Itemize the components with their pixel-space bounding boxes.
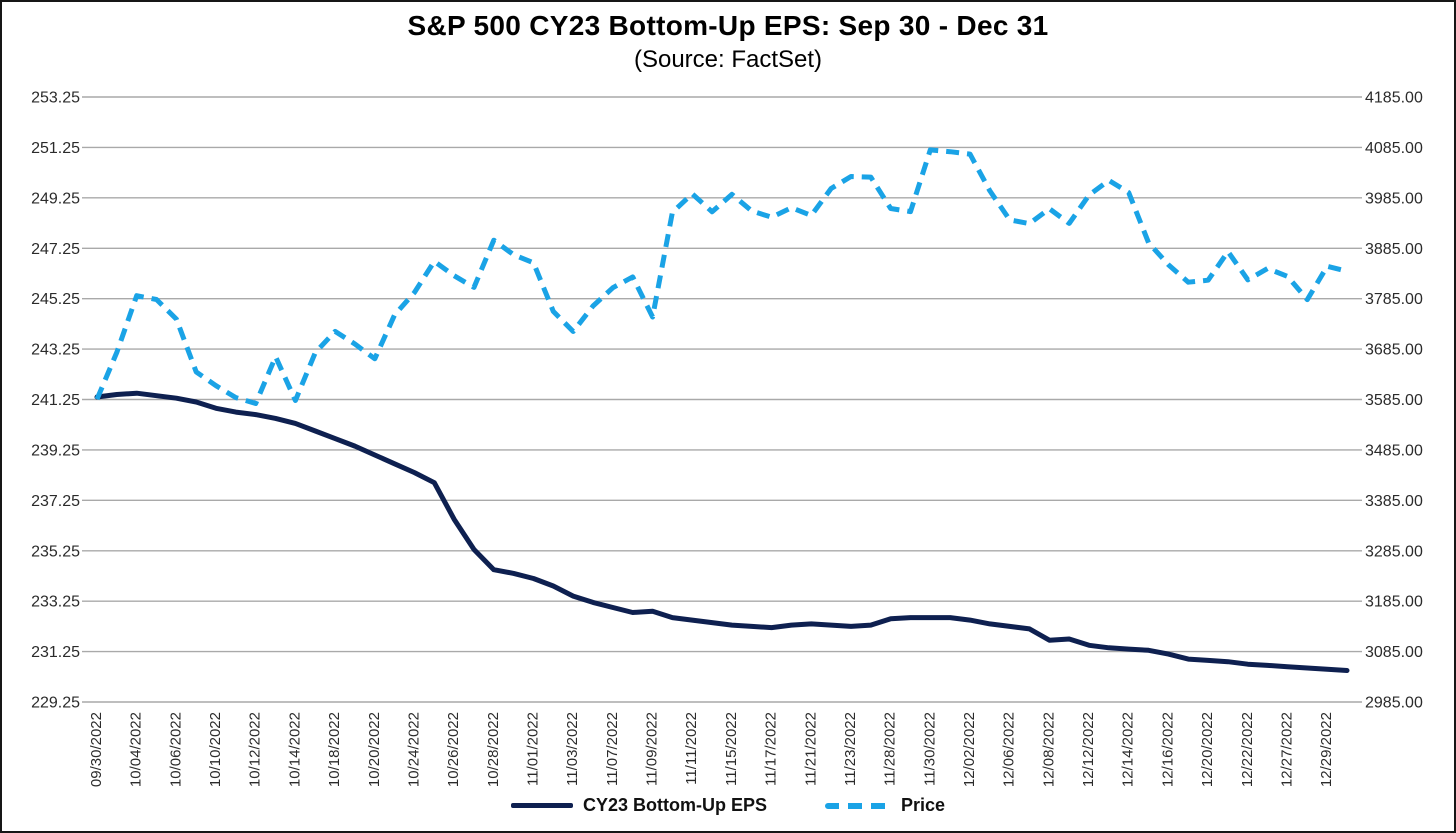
left-axis-tick-label: 243.25 xyxy=(31,342,80,359)
left-axis-tick-label: 241.25 xyxy=(31,392,80,409)
left-axis-tick-label: 251.25 xyxy=(31,140,80,157)
right-axis-tick-label: 2985.00 xyxy=(1365,695,1423,712)
right-axis-tick-label: 3285.00 xyxy=(1365,543,1423,560)
legend: CY23 Bottom-Up EPS Price xyxy=(2,795,1454,816)
x-axis-tick-label: 11/07/2022 xyxy=(604,712,621,786)
left-axis-tick-label: 249.25 xyxy=(31,190,80,207)
x-axis-tick-label: 12/16/2022 xyxy=(1159,712,1176,787)
right-axis-tick-label: 3985.00 xyxy=(1365,190,1423,207)
price-legend-label: Price xyxy=(900,795,946,815)
price-line-swatch xyxy=(824,802,891,809)
x-axis-tick-label: 12/06/2022 xyxy=(1001,712,1018,787)
left-axis-tick-label: 235.25 xyxy=(31,543,80,560)
x-axis-tick-label: 12/27/2022 xyxy=(1279,712,1296,787)
x-axis-labels: 09/30/2022 10/04/2022 10/06/2022 10/10/2022… xyxy=(88,712,1335,787)
right-axis-tick-label: 3485.00 xyxy=(1365,442,1423,459)
right-axis-tick-label: 3785.00 xyxy=(1365,291,1423,308)
x-axis-tick-label: 10/06/2022 xyxy=(167,712,184,787)
x-axis-tick-label: 12/22/2022 xyxy=(1239,712,1256,787)
x-axis-tick-label: 12/29/2022 xyxy=(1318,712,1335,787)
x-axis-tick-label: 11/30/2022 xyxy=(921,712,938,786)
x-axis-tick-label: 11/23/2022 xyxy=(842,712,859,786)
x-axis-tick-label: 10/10/2022 xyxy=(207,712,224,787)
right-axis-tick-label: 4185.00 xyxy=(1365,90,1423,107)
x-axis-tick-label: 10/12/2022 xyxy=(247,712,264,787)
right-axis-tick-label: 4085.00 xyxy=(1365,140,1423,157)
x-axis-tick-label: 12/08/2022 xyxy=(1040,712,1057,787)
x-axis-tick-label: 10/24/2022 xyxy=(406,712,423,787)
x-axis-tick-label: 10/14/2022 xyxy=(286,712,303,787)
left-axis-tick-label: 229.25 xyxy=(31,695,80,712)
right-axis-tick-label: 3585.00 xyxy=(1365,392,1423,409)
x-axis-tick-label: 10/26/2022 xyxy=(445,712,462,787)
right-axis-tick-label: 3185.00 xyxy=(1365,594,1423,611)
x-axis-tick-label: 11/17/2022 xyxy=(763,712,780,786)
price-line-series xyxy=(94,147,1348,406)
x-axis-tick-label: 12/14/2022 xyxy=(1120,712,1137,787)
left-axis-tick-label: 245.25 xyxy=(31,291,80,308)
right-axis-labels: 4185.00 4085.00 3985.00 3885.00 3785.00 3685.… xyxy=(1365,90,1423,712)
chart-title: S&P 500 CY23 Bottom-Up EPS: Sep 30 - Dec… xyxy=(407,10,1049,41)
x-axis-tick-label: 11/28/2022 xyxy=(882,712,899,786)
eps-line-series xyxy=(94,390,1350,673)
legend-item-price: Price xyxy=(824,795,946,816)
x-axis-tick-label: 10/28/2022 xyxy=(485,712,502,787)
x-axis-tick-label: 11/15/2022 xyxy=(723,712,740,786)
left-axis-labels: 253.25 251.25 249.25 247.25 245.25 243.25 241.… xyxy=(31,90,80,712)
left-axis-tick-label: 231.25 xyxy=(31,644,80,661)
x-axis-tick-label: 11/09/2022 xyxy=(644,712,661,786)
right-axis-tick-label: 3685.00 xyxy=(1365,342,1423,359)
x-axis-tick-label: 12/12/2022 xyxy=(1080,712,1097,787)
left-axis-tick-label: 253.25 xyxy=(31,90,80,107)
x-axis-tick-label: 10/20/2022 xyxy=(366,712,383,787)
x-axis-tick-label: 12/02/2022 xyxy=(961,712,978,787)
x-axis-tick-label: 11/03/2022 xyxy=(564,712,581,786)
eps-legend-label: CY23 Bottom-Up EPS xyxy=(582,795,767,815)
left-axis-tick-label: 239.25 xyxy=(31,442,80,459)
x-axis-tick-label: 11/21/2022 xyxy=(802,712,819,786)
right-axis-tick-label: 3885.00 xyxy=(1365,241,1423,258)
x-axis-tick-label: 10/04/2022 xyxy=(128,712,145,787)
x-axis-tick-label: 09/30/2022 xyxy=(88,712,105,787)
gridlines xyxy=(82,96,1362,703)
eps-line-swatch xyxy=(510,803,573,808)
x-axis-tick-label: 11/11/2022 xyxy=(683,712,700,785)
right-axis-tick-label: 3385.00 xyxy=(1365,493,1423,510)
x-axis-tick-label: 10/18/2022 xyxy=(326,712,343,787)
legend-item-eps: CY23 Bottom-Up EPS xyxy=(510,795,767,816)
left-axis-tick-label: 237.25 xyxy=(31,493,80,510)
chart-subtitle: (Source: FactSet) xyxy=(633,46,823,73)
left-axis-tick-label: 233.25 xyxy=(31,594,80,611)
left-axis-tick-label: 247.25 xyxy=(31,241,80,258)
x-axis-tick-label: 11/01/2022 xyxy=(525,712,542,786)
right-axis-tick-label: 3085.00 xyxy=(1365,644,1423,661)
x-axis-tick-label: 12/20/2022 xyxy=(1199,712,1216,787)
